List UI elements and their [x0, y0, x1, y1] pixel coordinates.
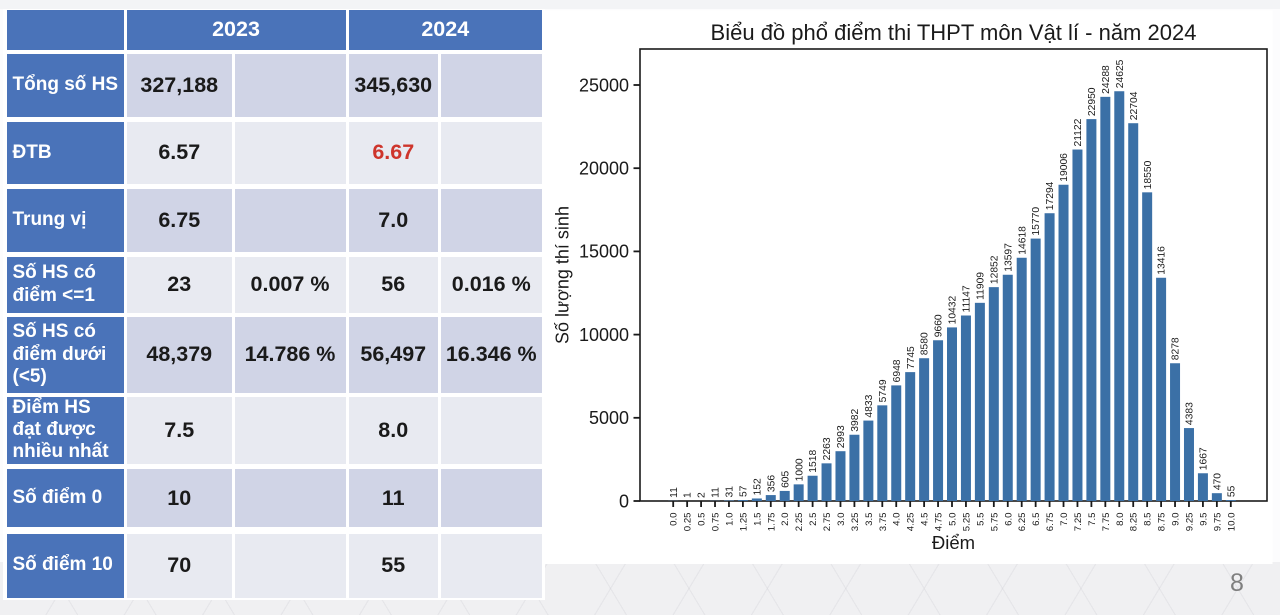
- svg-text:1.5: 1.5: [752, 513, 763, 526]
- svg-text:9.75: 9.75: [1212, 513, 1223, 532]
- svg-text:6.5: 6.5: [1031, 513, 1042, 526]
- svg-text:5.25: 5.25: [961, 513, 972, 532]
- svg-text:13416: 13416: [1157, 246, 1168, 275]
- svg-text:22704: 22704: [1129, 91, 1140, 120]
- svg-text:1.25: 1.25: [738, 513, 749, 532]
- svg-text:4833: 4833: [864, 394, 875, 417]
- svg-text:2263: 2263: [822, 437, 833, 460]
- svg-text:2.75: 2.75: [822, 513, 833, 532]
- svg-text:22950: 22950: [1087, 87, 1098, 116]
- svg-text:1.75: 1.75: [766, 513, 777, 532]
- svg-text:8.25: 8.25: [1129, 513, 1140, 532]
- svg-text:21122: 21122: [1073, 118, 1084, 146]
- svg-text:10432: 10432: [948, 296, 959, 325]
- svg-text:8.0: 8.0: [1115, 513, 1126, 526]
- svg-text:8278: 8278: [1171, 337, 1182, 360]
- svg-text:8.5: 8.5: [1143, 513, 1154, 526]
- svg-text:3982: 3982: [850, 409, 861, 432]
- svg-text:10000: 10000: [579, 325, 629, 345]
- svg-text:11: 11: [669, 487, 680, 498]
- svg-text:356: 356: [766, 475, 777, 492]
- svg-text:55: 55: [1226, 485, 1237, 497]
- svg-text:6.0: 6.0: [1003, 513, 1014, 526]
- svg-text:24625: 24625: [1115, 59, 1126, 88]
- svg-text:15000: 15000: [579, 242, 629, 262]
- svg-text:8.75: 8.75: [1157, 513, 1168, 532]
- svg-text:5000: 5000: [589, 408, 629, 428]
- svg-text:1: 1: [683, 492, 694, 498]
- svg-text:2.0: 2.0: [780, 513, 791, 526]
- svg-text:0.0: 0.0: [669, 513, 680, 526]
- svg-text:7.5: 7.5: [1087, 513, 1098, 526]
- svg-text:3.0: 3.0: [836, 513, 847, 526]
- svg-text:11147: 11147: [962, 285, 973, 312]
- svg-text:1.0: 1.0: [724, 513, 735, 526]
- svg-text:19006: 19006: [1059, 153, 1070, 182]
- svg-text:20000: 20000: [579, 159, 629, 179]
- svg-text:7.25: 7.25: [1073, 513, 1084, 532]
- svg-text:2993: 2993: [836, 425, 847, 448]
- svg-text:2.25: 2.25: [794, 513, 805, 532]
- svg-text:9.0: 9.0: [1171, 513, 1182, 526]
- svg-text:Điểm: Điểm: [932, 532, 975, 553]
- svg-text:57: 57: [739, 485, 750, 497]
- svg-text:7.75: 7.75: [1101, 513, 1112, 532]
- svg-text:5.5: 5.5: [975, 513, 986, 526]
- svg-text:3.75: 3.75: [878, 513, 889, 532]
- svg-text:11909: 11909: [975, 272, 986, 300]
- svg-text:1667: 1667: [1199, 447, 1210, 470]
- svg-text:13597: 13597: [1003, 243, 1014, 272]
- svg-text:2.5: 2.5: [808, 513, 819, 526]
- svg-text:0.5: 0.5: [697, 513, 708, 526]
- svg-text:24288: 24288: [1101, 65, 1112, 94]
- svg-text:605: 605: [780, 470, 791, 487]
- svg-text:5.0: 5.0: [948, 513, 959, 526]
- svg-text:5.75: 5.75: [989, 513, 1000, 532]
- svg-text:0: 0: [619, 491, 629, 511]
- svg-text:152: 152: [752, 478, 763, 495]
- svg-text:9.25: 9.25: [1184, 513, 1195, 532]
- svg-text:470: 470: [1212, 473, 1223, 490]
- svg-text:4.25: 4.25: [906, 513, 917, 532]
- svg-text:Biểu đồ phổ điểm thi THPT môn: Biểu đồ phổ điểm thi THPT môn Vật lí - n…: [711, 20, 1197, 45]
- svg-text:14618: 14618: [1017, 226, 1028, 255]
- svg-text:4383: 4383: [1185, 402, 1196, 425]
- svg-text:6948: 6948: [892, 359, 903, 382]
- svg-text:11: 11: [711, 487, 722, 498]
- svg-text:8580: 8580: [920, 332, 931, 355]
- svg-text:0.75: 0.75: [711, 513, 722, 532]
- svg-text:7.0: 7.0: [1059, 513, 1070, 526]
- svg-text:1000: 1000: [794, 458, 805, 481]
- svg-text:17294: 17294: [1045, 181, 1056, 210]
- svg-text:9660: 9660: [934, 314, 945, 337]
- svg-text:31: 31: [725, 486, 736, 498]
- svg-text:25000: 25000: [579, 75, 629, 95]
- svg-text:10.0: 10.0: [1226, 513, 1237, 532]
- svg-text:1518: 1518: [808, 450, 819, 473]
- svg-text:2: 2: [697, 492, 708, 498]
- svg-text:4.0: 4.0: [892, 513, 903, 526]
- svg-text:3.25: 3.25: [850, 513, 861, 532]
- svg-text:7745: 7745: [906, 346, 917, 369]
- svg-text:18550: 18550: [1143, 160, 1154, 189]
- svg-text:Số lượng thí sinh: Số lượng thí sinh: [553, 206, 573, 344]
- svg-text:4.75: 4.75: [934, 513, 945, 532]
- svg-text:5749: 5749: [878, 379, 889, 402]
- svg-text:12852: 12852: [989, 255, 1000, 284]
- svg-text:6.75: 6.75: [1045, 513, 1056, 532]
- svg-text:6.25: 6.25: [1017, 513, 1028, 532]
- svg-text:4.5: 4.5: [920, 513, 931, 526]
- svg-text:15770: 15770: [1031, 207, 1042, 236]
- svg-text:0.25: 0.25: [683, 513, 694, 532]
- svg-text:9.5: 9.5: [1198, 513, 1209, 526]
- svg-text:3.5: 3.5: [864, 513, 875, 526]
